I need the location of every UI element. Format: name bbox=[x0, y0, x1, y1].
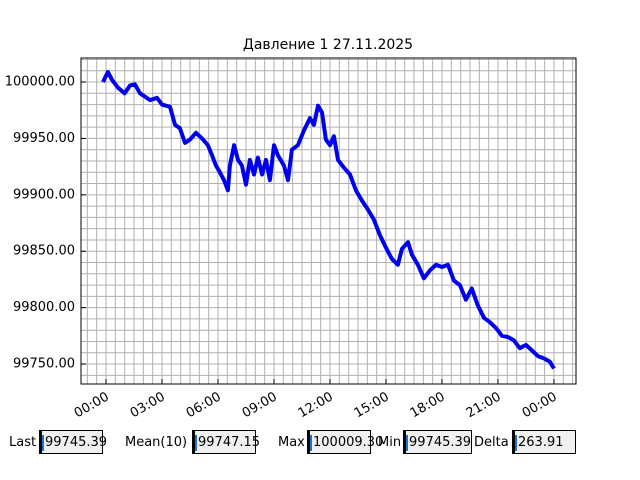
x-tick-label: 06:00 bbox=[184, 390, 224, 422]
field-label: Last bbox=[9, 435, 37, 450]
field-value[interactable]: 100009.30 bbox=[307, 430, 383, 454]
field-value[interactable]: 99747.15 bbox=[192, 430, 260, 454]
x-tick-label: 09:00 bbox=[240, 390, 280, 422]
field-value[interactable]: 263.91 bbox=[512, 430, 576, 454]
x-tick-label: 15:00 bbox=[352, 390, 392, 422]
x-tick-label: 12:00 bbox=[296, 390, 336, 422]
x-tick-label: 03:00 bbox=[128, 390, 168, 422]
y-tick-label: 99800.00 bbox=[13, 300, 75, 315]
data-line bbox=[101, 69, 556, 370]
y-tick-label: 100000.00 bbox=[5, 75, 75, 90]
x-tick-label: 21:00 bbox=[464, 390, 504, 422]
chart-title: Давление 1 27.11.2025 bbox=[243, 37, 413, 53]
field-label: Min bbox=[378, 435, 402, 450]
field-label: Delta bbox=[474, 435, 509, 450]
y-tick-label: 99950.00 bbox=[13, 131, 75, 146]
y-tick-label: 99900.00 bbox=[13, 187, 75, 202]
plot-frame bbox=[80, 57, 577, 385]
field-value[interactable]: 99745.39 bbox=[403, 430, 472, 454]
x-tick-label: 00:00 bbox=[72, 390, 112, 422]
field-label: Max bbox=[278, 435, 305, 450]
x-tick-label: 18:00 bbox=[408, 390, 448, 422]
field-label: Mean(10) bbox=[125, 435, 188, 450]
y-tick-label: 99850.00 bbox=[13, 244, 75, 259]
y-tick-label: 99750.00 bbox=[13, 357, 75, 372]
x-tick-label: 00:00 bbox=[520, 390, 560, 422]
field-value[interactable]: 99745.39 bbox=[39, 430, 107, 454]
chart: Давление 1 27.11.2025 99750.00 99800.00 99… bbox=[5, 37, 577, 422]
